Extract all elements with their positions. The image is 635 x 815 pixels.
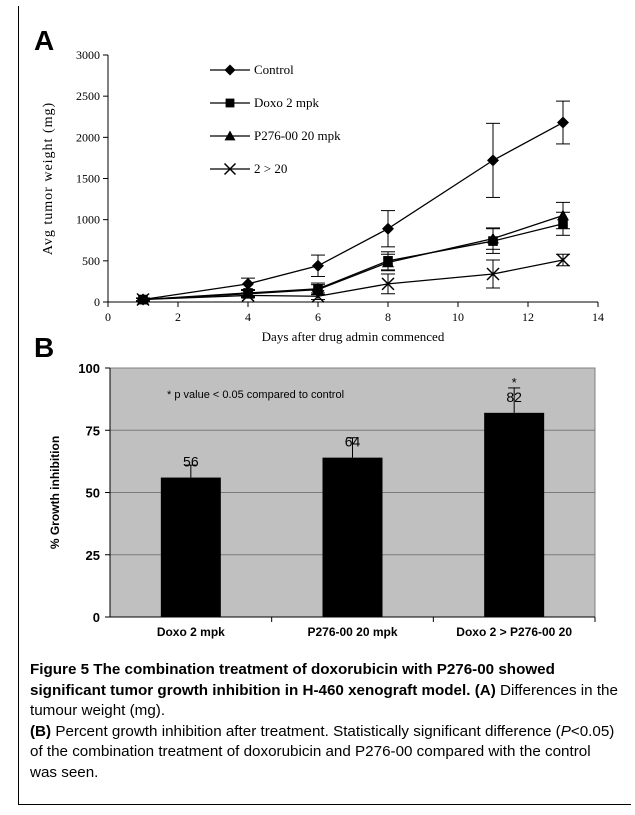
y-tick-label: 500	[82, 254, 100, 268]
x-marker-stroke	[241, 288, 255, 302]
bar	[322, 457, 383, 617]
x-tick-label: 4	[245, 310, 251, 324]
data-label: 82	[506, 389, 522, 405]
significance-marker: *	[512, 375, 517, 390]
triangle-marker	[557, 209, 569, 221]
series-p276-00-20-mpk	[136, 201, 570, 305]
legend-entry: Doxo 2 mpk	[210, 95, 320, 110]
legend-entry: 2 > 20	[210, 161, 287, 176]
x-axis-title: Days after drug admin commenced	[262, 329, 445, 344]
bar	[484, 412, 545, 617]
caption-a-label: (A)	[474, 681, 496, 699]
diamond-marker	[312, 259, 324, 272]
x-marker-stroke	[381, 277, 395, 291]
y-tick-label: 2000	[76, 130, 100, 144]
figure-caption: Figure 5 The combination treatment of do…	[30, 660, 620, 783]
x-tick-label: Doxo 2 mpk	[157, 625, 225, 639]
legend-entry: P276-00 20 mpk	[210, 128, 341, 143]
data-label: 56	[183, 454, 199, 470]
x-tick-label: 12	[522, 310, 534, 324]
legend-label: Doxo 2 mpk	[254, 95, 320, 110]
bar-chart-b: 0 25 50 75 100 % Growth inhibition * p value <…	[48, 361, 596, 639]
series-line	[142, 214, 564, 301]
x-marker-stroke	[311, 289, 325, 303]
square-marker	[225, 98, 235, 108]
caption-a-text: Differences in the tumour weight (mg).	[30, 681, 618, 720]
y-axis-title: Avg tumor weight (mg)	[41, 102, 56, 255]
legend-label: P276-00 20 mpk	[254, 128, 341, 143]
bar	[160, 477, 221, 617]
caption-b-label: (B)	[30, 722, 52, 740]
triangle-marker	[487, 232, 499, 244]
triangle-marker	[224, 130, 236, 141]
x-tick-label: 14	[592, 310, 604, 324]
x-tick-label: 2	[175, 310, 181, 324]
triangle-marker	[382, 256, 394, 268]
x-marker-stroke	[223, 162, 237, 176]
y-tick-label: 0	[94, 295, 100, 309]
y-axis-title: % Growth inhibition	[48, 436, 62, 549]
legend-entry: Control	[210, 62, 294, 77]
y-tick-label: 3000	[76, 48, 100, 62]
caption-p-symbol: P	[560, 722, 571, 740]
x-tick-label: 0	[105, 310, 111, 324]
series-line	[142, 121, 564, 301]
caption-b-text: Percent growth inhibition after treatmen…	[55, 722, 561, 740]
diamond-marker	[224, 64, 236, 76]
diamond-marker	[557, 116, 569, 129]
y-tick-label: 1000	[76, 213, 100, 227]
diamond-marker	[487, 154, 499, 167]
x-tick-label: 8	[385, 310, 391, 324]
series-line	[142, 259, 564, 301]
y-tick-label: 100	[78, 361, 100, 376]
y-tick-label: 2500	[76, 89, 100, 103]
figure-frame	[18, 6, 631, 805]
y-tick-label: 1500	[76, 172, 100, 186]
legend-label: 2 > 20	[254, 161, 287, 176]
x-tick-label: 10	[452, 310, 464, 324]
caption-b-text2: <0.05) of the combination treatment of d…	[30, 722, 615, 781]
triangle-marker	[312, 283, 324, 295]
y-tick-label: 50	[86, 486, 100, 501]
y-tick-label: 0	[93, 610, 100, 625]
legend-label: Control	[254, 62, 294, 77]
significance-annotation: * p value < 0.05 compared to control	[167, 389, 344, 401]
x-tick-label: Doxo 2 > P276-00 20	[456, 625, 572, 639]
x-marker-stroke	[136, 292, 150, 307]
data-label: 64	[345, 434, 361, 450]
series-2-20	[136, 253, 570, 307]
y-tick-label: 75	[86, 423, 100, 438]
x-tick-label: P276-00 20 mpk	[307, 625, 397, 639]
panel-a-label: A	[34, 25, 54, 56]
x-tick-label: 6	[315, 310, 321, 324]
series-line	[142, 223, 564, 301]
x-marker-stroke	[486, 267, 500, 281]
diamond-marker	[242, 277, 254, 290]
y-tick-label: 25	[86, 548, 100, 563]
diamond-marker	[382, 222, 394, 235]
x-marker-stroke	[556, 253, 570, 267]
panel-b-label: B	[34, 332, 54, 363]
line-chart-a: 0 500 1000 1500 2000 2500 3000 0 2 4 6 8 10 12 14 Days …	[41, 48, 604, 344]
caption-title: Figure 5 The combination treatment of do…	[30, 661, 555, 699]
